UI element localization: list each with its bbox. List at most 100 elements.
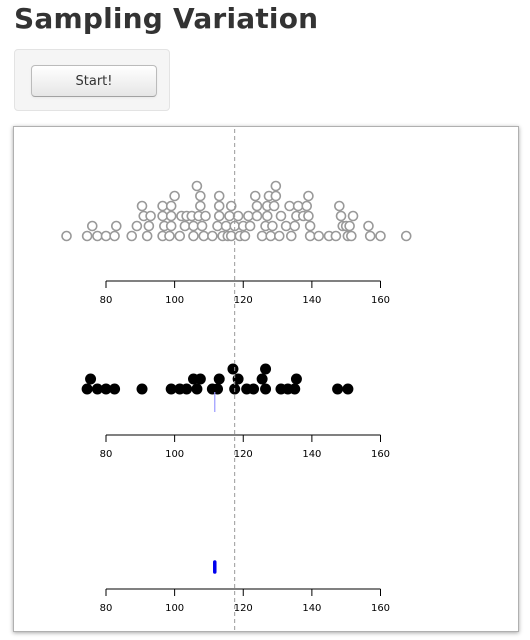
population-point bbox=[302, 202, 311, 211]
population-point bbox=[102, 232, 111, 241]
sample-means-tick-label: 160 bbox=[371, 603, 390, 614]
population-point bbox=[189, 222, 198, 231]
sample-point bbox=[137, 384, 148, 395]
population-point bbox=[167, 212, 176, 221]
population-point bbox=[306, 232, 315, 241]
population-point bbox=[331, 232, 340, 241]
sample-point bbox=[181, 384, 192, 395]
population-tick-label: 140 bbox=[302, 295, 321, 306]
sample-tick-label: 80 bbox=[100, 449, 113, 460]
population-point bbox=[110, 232, 119, 241]
population-point bbox=[144, 222, 153, 231]
population-point bbox=[304, 212, 313, 221]
population-point bbox=[93, 232, 102, 241]
population-point bbox=[366, 232, 375, 241]
population-point bbox=[215, 192, 224, 201]
population-tick-label: 100 bbox=[165, 295, 184, 306]
population-point bbox=[215, 212, 224, 221]
population-point bbox=[252, 212, 261, 221]
population-point bbox=[271, 182, 280, 191]
population-point bbox=[196, 202, 205, 211]
population-point bbox=[258, 232, 267, 241]
sample-point bbox=[212, 384, 223, 395]
population-point bbox=[287, 232, 296, 241]
population-point bbox=[285, 202, 294, 211]
sample-point bbox=[109, 384, 120, 395]
population-point bbox=[266, 232, 275, 241]
sample-point bbox=[191, 384, 202, 395]
population-point bbox=[402, 232, 411, 241]
population-point bbox=[345, 222, 354, 231]
population-point bbox=[251, 192, 260, 201]
population-point bbox=[167, 202, 176, 211]
population-point bbox=[132, 222, 141, 231]
population-point bbox=[180, 222, 189, 231]
start-button[interactable]: Start! bbox=[31, 65, 157, 97]
sample-point bbox=[248, 384, 259, 395]
population-point bbox=[275, 232, 284, 241]
population-point bbox=[62, 232, 71, 241]
page-title: Sampling Variation bbox=[14, 2, 318, 35]
sample-means-tick-label: 80 bbox=[100, 603, 113, 614]
population-point bbox=[304, 192, 313, 201]
sample-means-tick-label: 140 bbox=[302, 603, 321, 614]
population-point bbox=[189, 232, 198, 241]
control-panel: Start! bbox=[14, 49, 170, 111]
population-point bbox=[170, 192, 179, 201]
population-tick-label: 120 bbox=[234, 295, 253, 306]
population-point bbox=[240, 232, 249, 241]
population-point bbox=[222, 222, 231, 231]
population-point bbox=[244, 212, 253, 221]
population-point bbox=[364, 222, 373, 231]
population-point bbox=[213, 222, 222, 231]
sample-point bbox=[82, 384, 93, 395]
population-point bbox=[112, 222, 121, 231]
population-point bbox=[88, 222, 97, 231]
population-point bbox=[225, 212, 234, 221]
sample-point bbox=[289, 384, 300, 395]
plot-area: 80 100 120 140 160 80 100 120 140 160 80 100 120 140 1… bbox=[13, 126, 519, 632]
sample-point bbox=[332, 384, 343, 395]
sample-means-tick-label: 100 bbox=[165, 603, 184, 614]
population-tick-label: 80 bbox=[100, 295, 113, 306]
population-point bbox=[196, 192, 205, 201]
population-point bbox=[306, 222, 315, 231]
population-point bbox=[127, 232, 136, 241]
sample-means-tick-label: 120 bbox=[234, 603, 253, 614]
population-point bbox=[263, 212, 272, 221]
population-point bbox=[158, 202, 167, 211]
population-point bbox=[271, 192, 280, 201]
population-point bbox=[282, 222, 291, 231]
population-point bbox=[337, 212, 346, 221]
population-point bbox=[335, 202, 344, 211]
sampling-plot: 80 100 120 140 160 80 100 120 140 160 80 100 120 140 1… bbox=[14, 127, 520, 633]
population-point bbox=[201, 212, 210, 221]
population-point bbox=[165, 232, 174, 241]
sample-point bbox=[260, 384, 271, 395]
population-point bbox=[290, 222, 299, 231]
sample-tick-label: 140 bbox=[302, 449, 321, 460]
population-point bbox=[347, 232, 356, 241]
population-point bbox=[215, 202, 224, 211]
population-point bbox=[143, 232, 152, 241]
population-point bbox=[314, 232, 323, 241]
population-point bbox=[270, 202, 279, 211]
sample-tick-label: 120 bbox=[234, 449, 253, 460]
population-point bbox=[268, 222, 277, 231]
population-point bbox=[246, 222, 255, 231]
sample-point bbox=[195, 374, 206, 385]
population-point bbox=[146, 212, 155, 221]
sample-tick-label: 160 bbox=[371, 449, 390, 460]
population-point bbox=[175, 232, 184, 241]
sample-point bbox=[257, 374, 268, 385]
sample-point bbox=[260, 364, 271, 375]
population-point bbox=[252, 202, 261, 211]
population-point bbox=[208, 232, 217, 241]
sample-point bbox=[214, 374, 225, 385]
population-point bbox=[192, 182, 201, 191]
population-point bbox=[198, 222, 207, 231]
sample-point bbox=[85, 374, 96, 385]
sample-point bbox=[291, 374, 302, 385]
sample-point bbox=[227, 364, 238, 375]
population-point bbox=[349, 212, 358, 221]
